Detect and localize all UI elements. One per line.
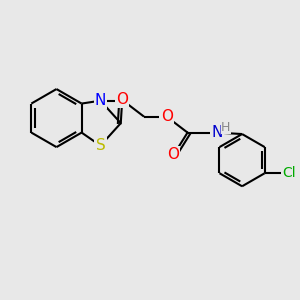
Text: N: N [212,125,223,140]
Text: O: O [167,147,179,162]
Text: O: O [116,92,128,107]
Text: O: O [160,109,172,124]
Text: Cl: Cl [282,166,296,180]
Text: N: N [95,93,106,108]
Text: S: S [96,138,105,153]
Text: H: H [221,121,231,134]
